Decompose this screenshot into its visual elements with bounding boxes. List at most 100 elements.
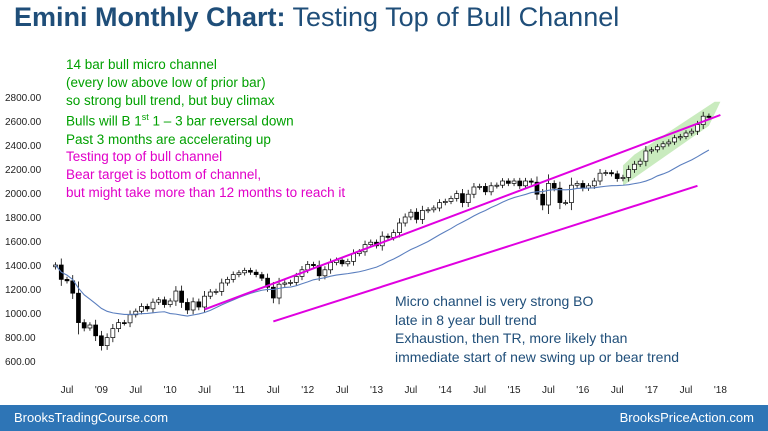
y-tick-label: 1800.00 xyxy=(5,213,42,224)
x-tick-label: '11 xyxy=(233,385,246,396)
candle-body xyxy=(64,279,70,282)
candle-body xyxy=(569,184,574,203)
candle-body xyxy=(150,301,156,310)
x-tick-label: Jul xyxy=(267,385,280,396)
candle-body xyxy=(282,282,288,285)
candle-body xyxy=(99,335,104,346)
y-tick-label: 2400.00 xyxy=(5,141,42,152)
candle-body xyxy=(442,201,448,203)
footer-right-link[interactable]: BrooksPriceAction.com xyxy=(619,410,754,425)
candle-body xyxy=(557,187,563,203)
x-tick-label: Jul xyxy=(680,385,693,396)
x-tick-label: Jul xyxy=(61,385,74,396)
candle-body xyxy=(179,290,184,303)
candle-body xyxy=(116,322,121,329)
candle-body xyxy=(420,210,425,220)
y-tick-label: 600.00 xyxy=(5,357,36,368)
note-line: immediate start of new swing up or bear … xyxy=(395,348,680,365)
candle-body xyxy=(660,143,666,148)
candle-body xyxy=(574,183,580,186)
x-tick-label: '09 xyxy=(95,385,108,396)
candle-body xyxy=(632,163,637,170)
candle-body xyxy=(689,130,695,134)
candle-body xyxy=(500,180,505,186)
candle-body xyxy=(173,290,179,302)
candle-body xyxy=(207,291,213,297)
candle-body xyxy=(672,137,677,143)
candle-body xyxy=(465,193,471,203)
note-line: Past 3 months are accelerating up xyxy=(66,131,271,147)
x-tick-label: Jul xyxy=(129,385,142,396)
y-tick-label: 800.00 xyxy=(5,333,36,344)
y-tick-label: 1200.00 xyxy=(5,285,42,296)
note-line: so strong bull trend, but buy climax xyxy=(66,92,275,108)
candle-body xyxy=(677,136,683,139)
candle-body xyxy=(706,115,712,118)
candle-body xyxy=(311,264,316,266)
candle-body xyxy=(219,282,225,292)
y-tick-label: 2800.00 xyxy=(5,93,42,104)
notes-bottom: Micro channel is very strong BO late in 8… xyxy=(395,292,679,366)
title-bold: Emini Monthly Chart: xyxy=(14,2,286,32)
micro-channel-band xyxy=(622,101,721,186)
candle-body xyxy=(431,207,437,211)
candle-body xyxy=(609,172,614,175)
candle-body xyxy=(643,150,649,162)
channel-top-line xyxy=(204,114,721,311)
candle-body xyxy=(483,186,488,193)
candle-body xyxy=(213,291,219,293)
candle-body xyxy=(322,269,328,277)
candle-body xyxy=(104,337,110,346)
candle-body xyxy=(477,186,483,188)
note-line: late in 8 year bull trend xyxy=(395,311,537,328)
candle-body xyxy=(505,180,511,184)
y-tick-label: 2000.00 xyxy=(5,189,42,200)
candle-body xyxy=(603,172,609,174)
candle-body xyxy=(654,146,660,151)
x-tick-label: '14 xyxy=(439,385,452,396)
candle-body xyxy=(649,149,654,152)
moving-average-line xyxy=(55,149,710,317)
candle-body xyxy=(597,172,603,182)
candle-body xyxy=(511,180,517,184)
note-line: Testing top of bull channel xyxy=(66,149,223,165)
note-line: Micro channel is very strong BO xyxy=(395,293,594,309)
candle-body xyxy=(580,183,586,189)
candle-body xyxy=(259,274,265,279)
candle-body xyxy=(139,306,144,312)
candle-body xyxy=(328,262,333,271)
candle-body xyxy=(265,277,270,288)
candle-body xyxy=(121,322,127,324)
note-line: 14 bar bull micro channel xyxy=(66,57,217,72)
candle-body xyxy=(408,211,414,218)
x-tick-label: Jul xyxy=(198,385,211,396)
x-tick-label: '17 xyxy=(645,385,658,396)
notes-top: 14 bar bull micro channel (every low abov… xyxy=(66,56,345,202)
candle-body xyxy=(666,141,672,145)
y-tick-label: 1000.00 xyxy=(5,309,42,320)
x-tick-label: '10 xyxy=(164,385,177,396)
candle-body xyxy=(591,180,597,187)
note-line: Bear target is bottom of channel, xyxy=(66,167,262,183)
note-line: (every low above low of prior bar) xyxy=(66,74,266,90)
x-tick-label: Jul xyxy=(473,385,486,396)
candle-body xyxy=(248,270,253,273)
y-tick-label: 1600.00 xyxy=(5,237,42,248)
candle-body xyxy=(637,160,643,165)
footer-left-link[interactable]: BrooksTradingCourse.com xyxy=(14,410,169,425)
candle-body xyxy=(471,186,477,195)
candle-body xyxy=(345,261,351,265)
candle-body xyxy=(540,193,546,206)
candle-body xyxy=(270,286,276,299)
candle-body xyxy=(276,283,282,299)
candle-body xyxy=(162,299,167,305)
candle-body xyxy=(551,183,557,189)
y-tick-label: 2200.00 xyxy=(5,165,42,176)
candle-body xyxy=(242,270,248,274)
candle-body xyxy=(448,198,454,202)
candle-body xyxy=(534,181,540,195)
candle-body xyxy=(517,180,523,187)
candle-body xyxy=(546,183,551,206)
x-tick-label: '18 xyxy=(714,385,727,396)
candle-body xyxy=(190,301,196,311)
